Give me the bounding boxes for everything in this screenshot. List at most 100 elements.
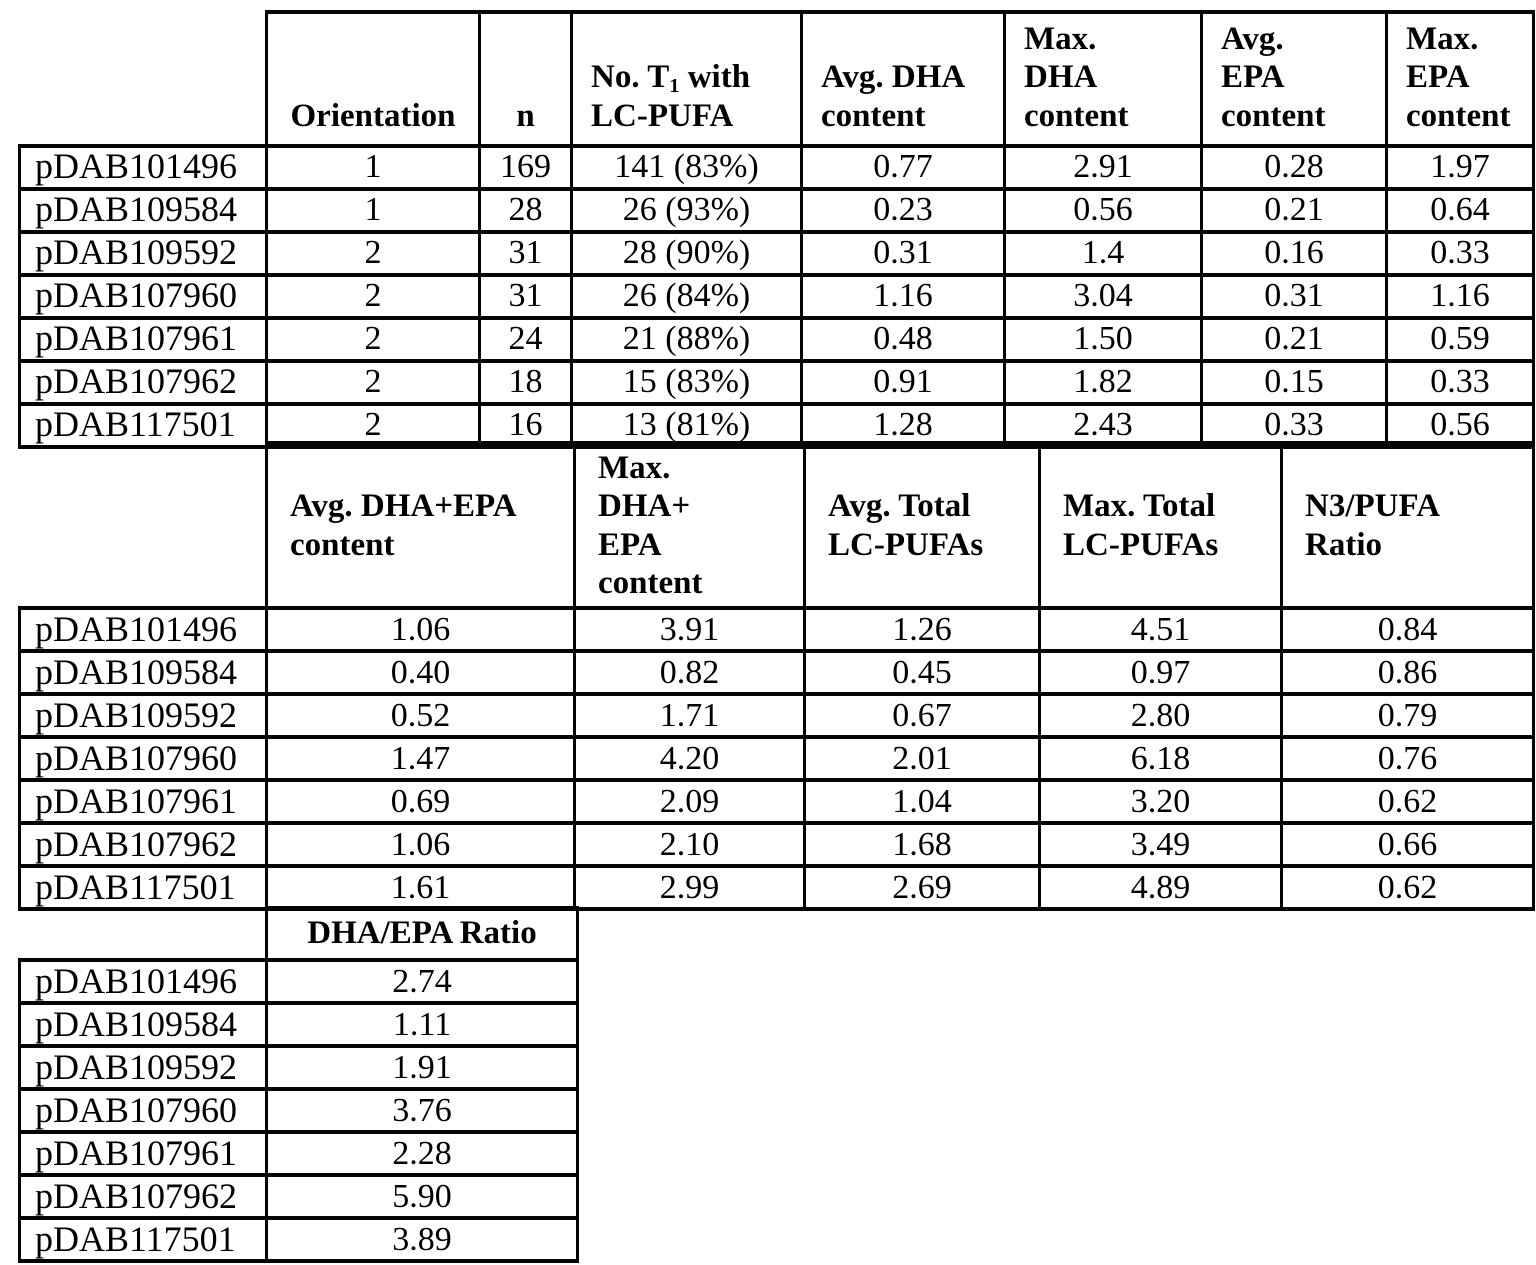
cell-max-dha-epa: 2.09	[573, 778, 806, 826]
cell-max-total: 3.49	[1038, 821, 1283, 869]
row-label: pDAB117501	[18, 1216, 268, 1263]
table-row: pDAB107960 3.76	[18, 1087, 579, 1134]
cell-dha-epa-ratio: 3.76	[265, 1087, 579, 1134]
row-label: pDAB107960	[18, 1087, 268, 1134]
cell-n3-ratio: 0.66	[1280, 821, 1535, 869]
cell-no-t1: 28 (90%)	[570, 229, 803, 277]
cell-avg-epa: 0.16	[1200, 229, 1388, 277]
row-label: pDAB101496	[18, 143, 268, 191]
cell-max-total: 6.18	[1038, 735, 1283, 783]
row-label: pDAB109592	[18, 1044, 268, 1091]
header-row: DHA/EPA Ratio	[20, 906, 579, 962]
col-header-max-dha: Max. DHA content	[1003, 10, 1203, 148]
table-row: pDAB117501 1.61 2.99 2.69 4.89 0.62	[18, 864, 1535, 912]
row-label: pDAB117501	[18, 864, 268, 912]
cell-avg-dha: 1.16	[800, 272, 1006, 320]
row-label: pDAB109584	[18, 186, 268, 234]
col-header-n: n	[478, 10, 573, 148]
col-header-max-dha-epa: Max. DHA+ EPA content	[573, 440, 806, 611]
corner-blank-cell	[20, 443, 267, 608]
table-row: pDAB117501 3.89	[18, 1216, 579, 1263]
cell-n: 31	[478, 229, 573, 277]
table-row: pDAB109592 2 31 28 (90%) 0.31 1.4 0.16 0…	[18, 229, 1535, 277]
table-row: pDAB107960 2 31 26 (84%) 1.16 3.04 0.31 …	[18, 272, 1535, 320]
cell-n: 28	[478, 186, 573, 234]
cell-avg-total: 0.67	[803, 692, 1041, 740]
table-row: pDAB101496 2.74	[18, 958, 579, 1005]
cell-dha-epa-ratio: 1.91	[265, 1044, 579, 1091]
cell-n3-ratio: 0.79	[1280, 692, 1535, 740]
cell-orientation: 2	[265, 401, 481, 449]
cell-avg-dha: 0.48	[800, 315, 1006, 363]
row-label: pDAB107961	[18, 1130, 268, 1177]
cell-avg-dha-epa: 0.40	[265, 649, 576, 697]
col-header-avg-epa: Avg. EPA content	[1200, 10, 1388, 148]
cell-no-t1: 26 (93%)	[570, 186, 803, 234]
cell-avg-dha-epa: 1.47	[265, 735, 576, 783]
cell-avg-dha: 0.23	[800, 186, 1006, 234]
cell-n3-ratio: 0.84	[1280, 606, 1535, 654]
cell-avg-dha: 0.91	[800, 358, 1006, 406]
row-label: pDAB107961	[18, 315, 268, 363]
cell-avg-epa: 0.15	[1200, 358, 1388, 406]
cell-avg-dha-epa: 1.06	[265, 821, 576, 869]
header-text-part: with LC-PUFA	[591, 59, 751, 134]
cell-avg-total: 1.26	[803, 606, 1041, 654]
row-label: pDAB107960	[18, 272, 268, 320]
cell-max-total: 3.20	[1038, 778, 1283, 826]
table-row: pDAB107962 1.06 2.10 1.68 3.49 0.66	[18, 821, 1535, 869]
cell-no-t1: 15 (83%)	[570, 358, 803, 406]
cell-dha-epa-ratio: 5.90	[265, 1173, 579, 1220]
table-row: pDAB109592 1.91	[18, 1044, 579, 1091]
table-row: pDAB107962 2 18 15 (83%) 0.91 1.82 0.15 …	[18, 358, 1535, 406]
row-label: pDAB101496	[18, 606, 268, 654]
cell-avg-dha-epa: 0.69	[265, 778, 576, 826]
cell-max-dha-epa: 0.82	[573, 649, 806, 697]
row-label: pDAB109584	[18, 649, 268, 697]
table-row: pDAB109584 0.40 0.82 0.45 0.97 0.86	[18, 649, 1535, 697]
row-label: pDAB109584	[18, 1001, 268, 1048]
cell-n: 18	[478, 358, 573, 406]
table-row: pDAB107961 2.28	[18, 1130, 579, 1177]
cell-max-total: 0.97	[1038, 649, 1283, 697]
cell-avg-epa: 0.21	[1200, 186, 1388, 234]
table-lcpufa-summary: Orientation n No. T1 with LC-PUFA Avg. D…	[18, 10, 1535, 449]
row-label: pDAB107962	[18, 1173, 268, 1220]
table-row: pDAB109584 1.11	[18, 1001, 579, 1048]
cell-no-t1: 141 (83%)	[570, 143, 803, 191]
table-row: pDAB109584 1 28 26 (93%) 0.23 0.56 0.21 …	[18, 186, 1535, 234]
table-row: pDAB101496 1 169 141 (83%) 0.77 2.91 0.2…	[18, 143, 1535, 191]
table-row: pDAB107961 0.69 2.09 1.04 3.20 0.62	[18, 778, 1535, 826]
col-header-max-epa: Max. EPA content	[1385, 10, 1535, 148]
col-header-n3-pufa-ratio: N3/PUFA Ratio	[1280, 440, 1535, 611]
row-label: pDAB107960	[18, 735, 268, 783]
row-label: pDAB107961	[18, 778, 268, 826]
row-label: pDAB101496	[18, 958, 268, 1005]
cell-avg-total: 1.04	[803, 778, 1041, 826]
col-header-no-t1-lcpufa: No. T1 with LC-PUFA	[570, 10, 803, 148]
header-row: Avg. DHA+EPA content Max. DHA+ EPA conte…	[20, 440, 1535, 611]
cell-dha-epa-ratio: 1.11	[265, 1001, 579, 1048]
cell-max-dha-epa: 3.91	[573, 606, 806, 654]
header-text-part: No. T	[591, 59, 670, 96]
cell-max-dha: 3.04	[1003, 272, 1203, 320]
table-row: pDAB107961 2 24 21 (88%) 0.48 1.50 0.21 …	[18, 315, 1535, 363]
cell-avg-dha: 0.77	[800, 143, 1006, 191]
cell-n: 31	[478, 272, 573, 320]
cell-max-dha-epa: 1.71	[573, 692, 806, 740]
col-header-orientation: Orientation	[265, 10, 481, 148]
cell-orientation: 1	[265, 186, 481, 234]
cell-avg-total: 1.68	[803, 821, 1041, 869]
cell-max-dha-epa: 2.10	[573, 821, 806, 869]
cell-max-epa: 0.33	[1385, 229, 1535, 277]
cell-avg-dha-epa: 0.52	[265, 692, 576, 740]
row-label: pDAB109592	[18, 229, 268, 277]
col-header-avg-dha-epa: Avg. DHA+EPA content	[265, 440, 576, 611]
cell-avg-epa: 0.28	[1200, 143, 1388, 191]
cell-max-dha: 1.4	[1003, 229, 1203, 277]
cell-max-dha: 0.56	[1003, 186, 1203, 234]
col-header-avg-dha: Avg. DHA content	[800, 10, 1006, 148]
cell-avg-total: 0.45	[803, 649, 1041, 697]
cell-orientation: 2	[265, 272, 481, 320]
cell-max-epa: 1.97	[1385, 143, 1535, 191]
